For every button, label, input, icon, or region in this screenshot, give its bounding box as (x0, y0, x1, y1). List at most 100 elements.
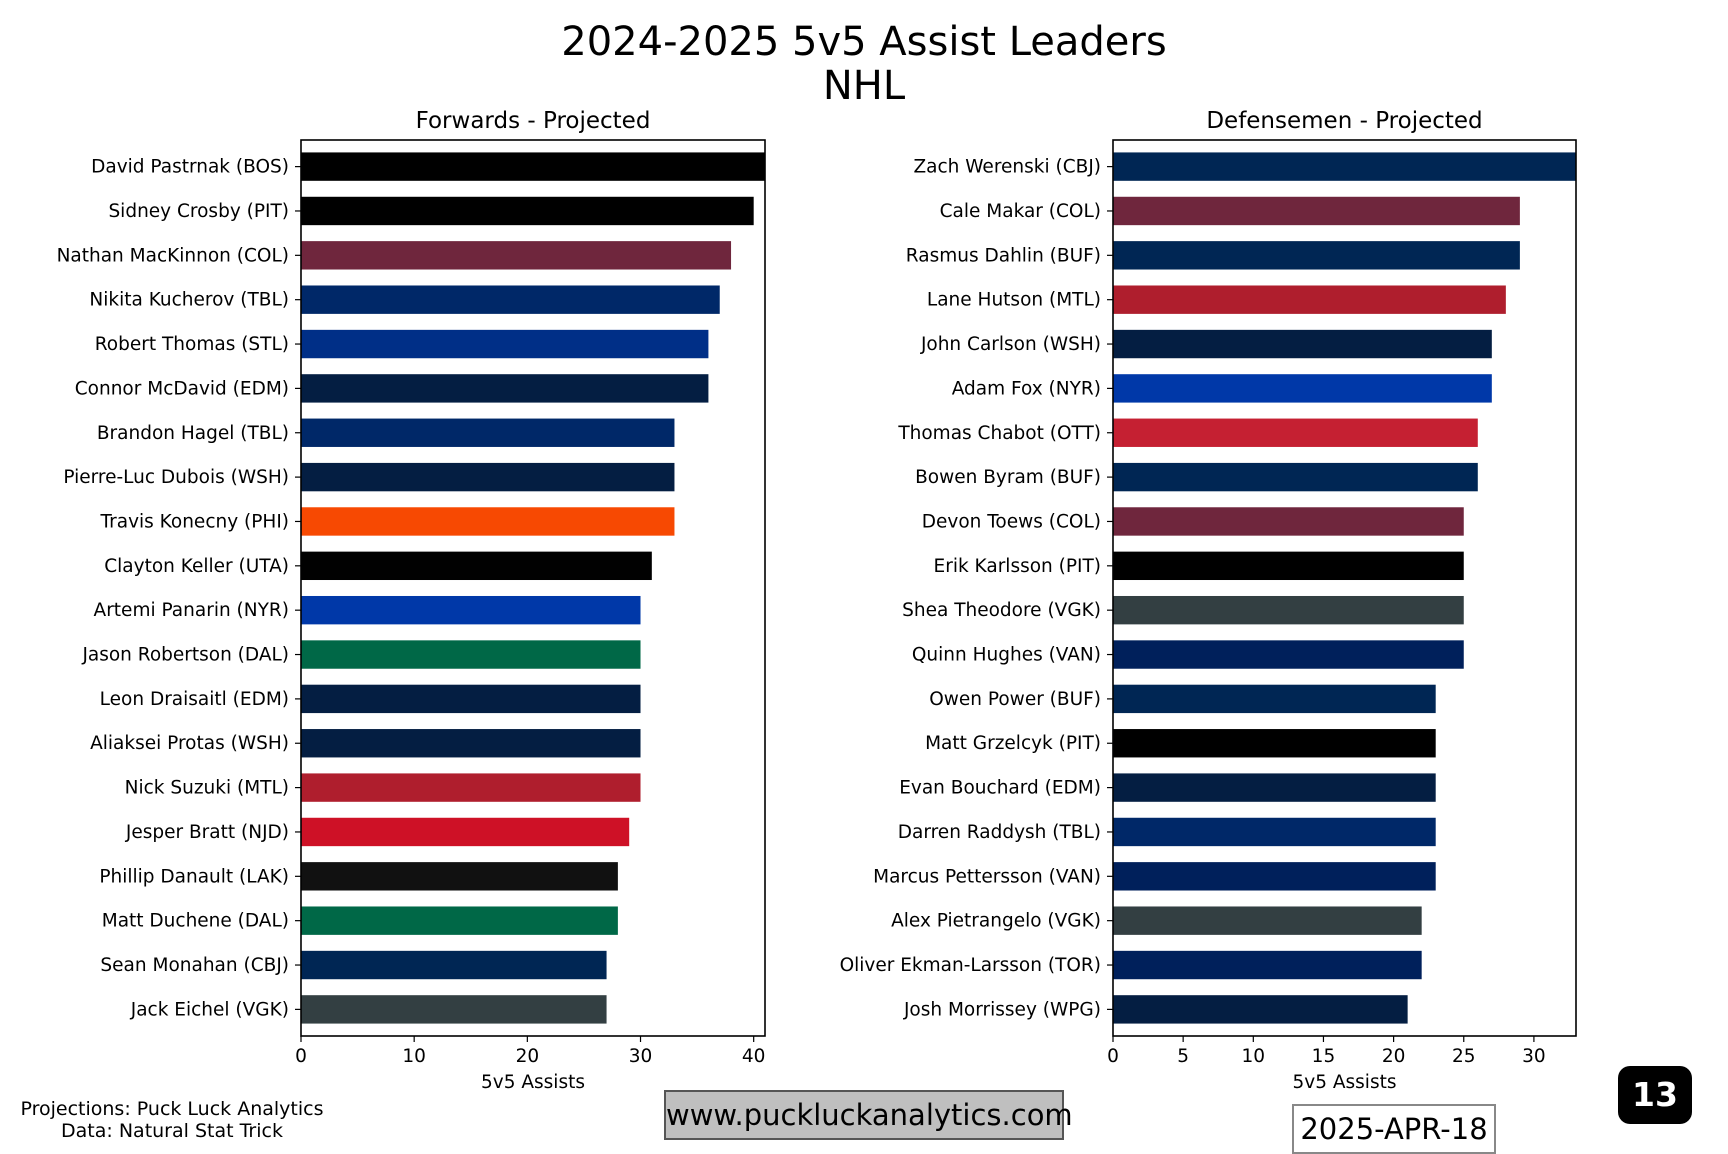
defensemen-x-tick-label: 15 (1312, 1046, 1336, 1067)
defensemen-bar (1113, 862, 1436, 891)
defensemen-axes-frame (1112, 139, 1577, 1037)
forwards-category-label: Aliaksei Protas (WSH) (90, 733, 289, 754)
defensemen-bar (1113, 773, 1436, 802)
defensemen-category-label: Adam Fox (NYR) (952, 378, 1101, 399)
forwards-category-label: Matt Duchene (DAL) (102, 911, 289, 932)
forwards-bar (301, 241, 732, 270)
defensemen-panel-title: Defensemen - Projected (1206, 108, 1482, 134)
forwards-bar (301, 862, 618, 891)
date-label: 2025-APR-18 (1292, 1104, 1496, 1154)
defensemen-category-label: Marcus Pettersson (VAN) (873, 866, 1101, 887)
forwards-category-label: Jesper Bratt (NJD) (125, 822, 289, 843)
forwards-category-label: Sean Monahan (CBJ) (100, 955, 289, 976)
defensemen-bar (1113, 462, 1478, 492)
defensemen-category-label: Zach Werenski (CBJ) (913, 157, 1101, 178)
forwards-category-label: Jack Eichel (VGK) (130, 999, 289, 1020)
forwards-bar (301, 595, 641, 625)
defensemen-category-label: Quinn Hughes (VAN) (912, 645, 1101, 666)
defensemen-bar (1113, 640, 1464, 669)
forwards-category-label: Nathan MacKinnon (COL) (57, 245, 289, 266)
defensemen-category-label: Erik Karlsson (PIT) (934, 556, 1101, 577)
defensemen-x-tick-label: 0 (1107, 1046, 1119, 1067)
defensemen-category-label: Darren Raddysh (TBL) (898, 822, 1101, 843)
forwards-bar (301, 329, 709, 359)
source-credits: Projections: Puck Luck Analytics Data: N… (12, 1098, 332, 1142)
forwards-x-tick-label: 20 (516, 1046, 540, 1067)
defensemen-category-label: Cale Makar (COL) (940, 201, 1101, 222)
defensemen-bar (1113, 906, 1422, 935)
forwards-bar (301, 684, 641, 714)
forwards-bar (301, 418, 675, 447)
forwards-bar (301, 817, 630, 847)
defensemen-category-label: Owen Power (BUF) (929, 689, 1101, 710)
defensemen-bar (1113, 507, 1464, 536)
forwards-category-label: Leon Draisaitl (EDM) (100, 689, 289, 710)
forwards-category-label: Jason Robertson (DAL) (81, 645, 289, 666)
forwards-bar (301, 507, 675, 536)
defensemen-x-tick-label: 25 (1452, 1046, 1476, 1067)
page-number-badge: 13 (1618, 1066, 1692, 1124)
defensemen-bar (1113, 418, 1478, 447)
defensemen-bar (1113, 995, 1408, 1024)
forwards-category-label: Clayton Keller (UTA) (104, 556, 289, 577)
forwards-category-label: Pierre-Luc Dubois (WSH) (63, 467, 289, 488)
forwards-bar (301, 285, 720, 314)
forwards-category-label: Artemi Panarin (NYR) (94, 600, 289, 621)
forwards-category-label: Brandon Hagel (TBL) (97, 423, 289, 444)
defensemen-category-label: Devon Toews (COL) (922, 511, 1101, 532)
defensemen-bar (1113, 595, 1464, 625)
defensemen-category-label: Rasmus Dahlin (BUF) (906, 245, 1101, 266)
defensemen-bar (1113, 241, 1520, 270)
forwards-bar (301, 152, 765, 181)
website-label: www.puckluckanalytics.com (664, 1090, 1073, 1140)
forwards-x-axis-label: 5v5 Assists (481, 1072, 585, 1093)
data-credit: Data: Natural Stat Trick (61, 1120, 283, 1142)
forwards-x-tick-label: 10 (402, 1046, 426, 1067)
forwards-bar (301, 551, 652, 581)
defensemen-category-label: Evan Bouchard (EDM) (899, 778, 1101, 799)
defensemen-x-tick-label: 5 (1177, 1046, 1189, 1067)
defensemen-category-label: Alex Pietrangelo (VGK) (891, 911, 1101, 932)
forwards-category-label: Phillip Danault (LAK) (99, 866, 289, 887)
defensemen-bar (1113, 152, 1576, 181)
forwards-bar (301, 906, 618, 935)
chart-subtitle: NHL (822, 63, 906, 109)
forwards-category-label: Robert Thomas (STL) (95, 334, 289, 355)
defensemen-x-tick-label: 10 (1242, 1046, 1266, 1067)
chart-title: 2024-2025 5v5 Assist Leaders (561, 19, 1167, 65)
defensemen-category-label: Bowen Byram (BUF) (915, 467, 1101, 488)
forwards-category-label: Travis Konecny (PHI) (100, 511, 289, 532)
forwards-category-label: Nick Suzuki (MTL) (125, 778, 289, 799)
forwards-panel-title: Forwards - Projected (416, 108, 651, 134)
defensemen-bar (1113, 374, 1492, 403)
forwards-bar (301, 374, 709, 403)
defensemen-bar (1113, 817, 1436, 847)
forwards-category-label: David Pastrnak (BOS) (91, 157, 289, 178)
forwards-bar (301, 773, 641, 802)
defensemen-category-label: Lane Hutson (MTL) (927, 290, 1101, 311)
defensemen-bar (1113, 950, 1422, 980)
defensemen-category-label: Matt Grzelcyk (PIT) (925, 733, 1101, 754)
defensemen-category-label: Oliver Ekman-Larsson (TOR) (840, 955, 1101, 976)
forwards-axes-frame (300, 139, 766, 1037)
defensemen-bar (1113, 551, 1464, 581)
defensemen-category-label: Josh Morrissey (WPG) (903, 999, 1101, 1020)
defensemen-x-axis-label: 5v5 Assists (1293, 1072, 1397, 1093)
forwards-bar (301, 640, 641, 669)
defensemen-category-label: Shea Theodore (VGK) (902, 600, 1101, 621)
defensemen-bar (1113, 329, 1492, 359)
forwards-bar (301, 462, 675, 492)
forwards-category-label: Sidney Crosby (PIT) (108, 201, 289, 222)
defensemen-bar (1113, 684, 1436, 714)
defensemen-category-label: John Carlson (WSH) (920, 334, 1101, 355)
forwards-bar (301, 196, 754, 226)
forwards-bar (301, 950, 607, 980)
forwards-category-label: Connor McDavid (EDM) (75, 378, 289, 399)
defensemen-bar (1113, 729, 1436, 758)
defensemen-x-tick-label: 30 (1522, 1046, 1546, 1067)
forwards-x-tick-label: 40 (742, 1046, 766, 1067)
defensemen-bar (1113, 196, 1520, 226)
defensemen-x-tick-label: 20 (1382, 1046, 1406, 1067)
defensemen-bar (1113, 285, 1506, 314)
